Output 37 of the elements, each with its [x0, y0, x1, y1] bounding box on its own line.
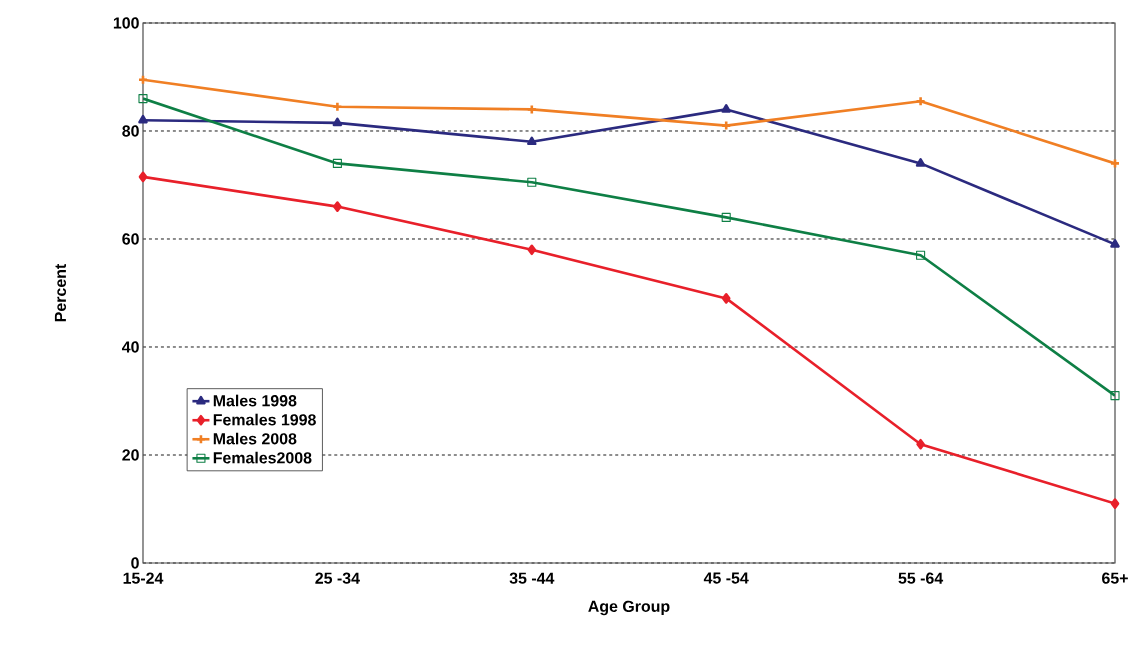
point: [1110, 391, 1120, 401]
y-tick-label: 40: [121, 341, 139, 353]
point: [138, 94, 148, 104]
point: [721, 212, 731, 222]
point: [721, 104, 731, 113]
x-axis-title: Age Group: [588, 600, 670, 616]
point: [332, 101, 343, 112]
point: [527, 136, 537, 146]
legend-label: Males 1998: [213, 394, 297, 407]
point: [721, 293, 731, 304]
x-tick-label: 55 -64: [898, 572, 944, 584]
x-tick-label: 65+: [1102, 572, 1128, 584]
x-tick-label: 25 -34: [315, 572, 360, 584]
x-tick-label: 15-24: [123, 572, 164, 584]
y-tick-label: 60: [122, 233, 139, 245]
legend-label: Females 1998: [213, 413, 316, 426]
point: [138, 114, 148, 124]
point: [332, 117, 343, 127]
y-axis-title: Percent: [54, 263, 67, 322]
point: [332, 158, 342, 168]
point: [1110, 498, 1120, 509]
point: [527, 177, 537, 187]
x-tick-label: 35 -44: [509, 572, 555, 584]
x-tick-label: 45 -54: [703, 572, 749, 584]
point: [916, 438, 925, 450]
point: [333, 201, 342, 212]
y-tick-label: 80: [122, 125, 139, 137]
point: [527, 244, 537, 256]
legend-label: Females2008: [213, 451, 312, 464]
point: [1110, 239, 1120, 248]
point: [916, 250, 926, 260]
y-tick-label: 0: [131, 557, 139, 569]
point: [915, 158, 926, 167]
y-tick-label: 20: [122, 449, 139, 461]
point: [138, 171, 148, 183]
legend-label: Males 2008: [213, 432, 297, 445]
y-tick-label: 100: [113, 17, 139, 29]
